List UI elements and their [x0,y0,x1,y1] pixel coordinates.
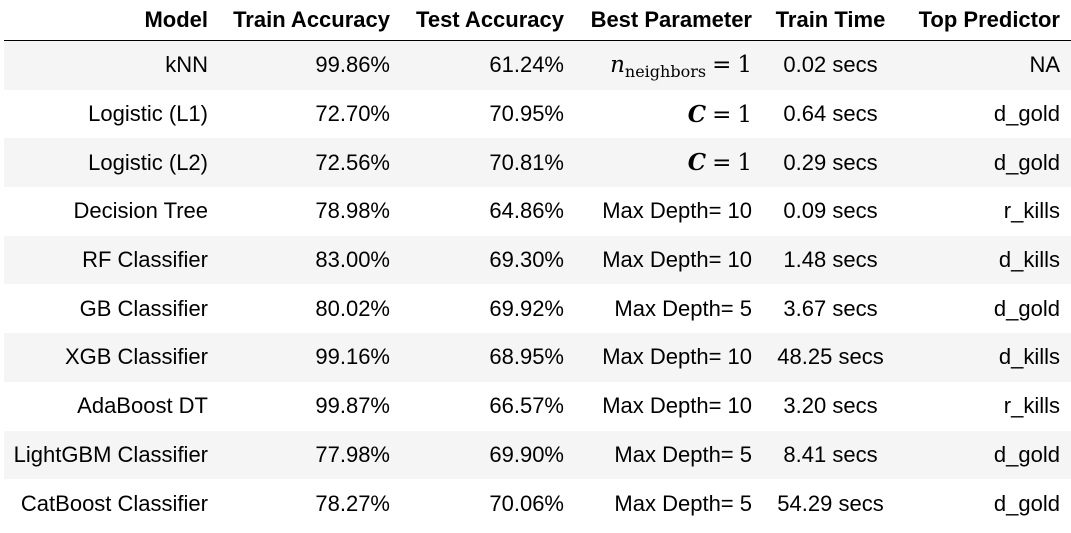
table-row: GB Classifier 80.02% 69.92% Max Depth= 5… [4,284,1071,334]
cell-test-accuracy: 66.57% [401,381,575,431]
math-value: 1 [737,150,752,177]
table-header: Model Train Accuracy Test Accuracy Best … [4,0,1071,41]
cell-top-predictor: d_gold [898,284,1071,334]
table-row: Logistic (L1) 72.70% 70.95% C = 1 0.64 sec… [4,89,1071,139]
cell-train-accuracy: 77.98% [219,430,401,480]
cell-train-time: 48.25 secs [763,333,898,382]
cell-model: CatBoost Classifier [4,479,219,528]
cell-train-accuracy: 80.02% [219,284,401,334]
math-subscript: neighbors [624,62,707,82]
cell-test-accuracy: 68.95% [401,333,575,382]
cell-train-time: 8.41 secs [763,430,898,480]
cell-train-time: 3.67 secs [763,284,898,334]
cell-model: Decision Tree [4,187,219,236]
table-row: Logistic (L2) 72.56% 70.81% C = 1 0.29 sec… [4,138,1071,188]
table-row: Decision Tree 78.98% 64.86% Max Depth= 1… [4,187,1071,236]
cell-train-accuracy: 78.27% [219,479,401,528]
cell-best-parameter: Max Depth= 10 [575,235,763,285]
header-top-predictor: Top Predictor [898,0,1071,41]
math-expression: C = 1 [687,149,752,177]
cell-best-parameter: Max Depth= 5 [575,479,763,528]
cell-train-accuracy: 83.00% [219,235,401,285]
cell-best-parameter: C = 1 [575,138,763,188]
cell-best-parameter: Max Depth= 10 [575,381,763,431]
cell-top-predictor: r_kills [898,187,1071,236]
cell-top-predictor: d_kills [898,235,1071,285]
math-value: 1 [737,52,752,79]
cell-test-accuracy: 69.30% [401,235,575,285]
math-expression: C = 1 [687,100,752,128]
table-row: AdaBoost DT 99.87% 66.57% Max Depth= 10 … [4,381,1071,431]
cell-train-time: 1.48 secs [763,235,898,285]
cell-train-accuracy: 72.70% [219,89,401,139]
cell-train-accuracy: 99.87% [219,381,401,431]
cell-model: RF Classifier [4,235,219,285]
cell-train-time: 0.09 secs [763,187,898,236]
cell-test-accuracy: 70.95% [401,89,575,139]
cell-top-predictor: d_gold [898,89,1071,139]
math-equals: = [712,101,732,128]
cell-top-predictor: d_gold [898,479,1071,528]
math-variable: C [687,149,707,177]
cell-best-parameter: Max Depth= 5 [575,430,763,480]
cell-train-accuracy: 78.98% [219,187,401,236]
cell-best-parameter: nneighbors = 1 [575,40,763,90]
header-train-accuracy: Train Accuracy [219,0,401,41]
cell-top-predictor: d_gold [898,430,1071,480]
cell-model: XGB Classifier [4,333,219,382]
cell-best-parameter: Max Depth= 10 [575,333,763,382]
header-row: Model Train Accuracy Test Accuracy Best … [4,0,1071,41]
header-model: Model [4,0,219,41]
cell-test-accuracy: 70.06% [401,479,575,528]
cell-best-parameter: C = 1 [575,89,763,139]
table-body: kNN 99.86% 61.24% nneighbors = 1 0.02 secs… [4,40,1071,528]
math-value: 1 [737,101,752,128]
cell-test-accuracy: 69.92% [401,284,575,334]
cell-model: Logistic (L2) [4,138,219,188]
cell-top-predictor: NA [898,40,1071,90]
cell-train-accuracy: 99.16% [219,333,401,382]
results-table: Model Train Accuracy Test Accuracy Best … [4,0,1071,528]
cell-model: AdaBoost DT [4,381,219,431]
cell-test-accuracy: 69.90% [401,430,575,480]
cell-train-time: 54.29 secs [763,479,898,528]
header-train-time: Train Time [763,0,898,41]
cell-model: LightGBM Classifier [4,430,219,480]
math-equals: = [712,150,732,177]
cell-model: kNN [4,40,219,90]
header-test-accuracy: Test Accuracy [401,0,575,41]
cell-test-accuracy: 61.24% [401,40,575,90]
math-variable: n [610,52,625,79]
cell-train-accuracy: 99.86% [219,40,401,90]
cell-model: GB Classifier [4,284,219,334]
cell-top-predictor: d_gold [898,138,1071,188]
header-best-parameter: Best Parameter [575,0,763,41]
cell-train-time: 3.20 secs [763,381,898,431]
math-expression: nneighbors = 1 [610,52,752,82]
cell-top-predictor: r_kills [898,381,1071,431]
cell-test-accuracy: 70.81% [401,138,575,188]
table-row: XGB Classifier 99.16% 68.95% Max Depth= … [4,333,1071,382]
table-row: CatBoost Classifier 78.27% 70.06% Max De… [4,479,1071,528]
table-row: kNN 99.86% 61.24% nneighbors = 1 0.02 secs… [4,40,1071,90]
cell-train-time: 0.64 secs [763,89,898,139]
cell-train-accuracy: 72.56% [219,138,401,188]
cell-train-time: 0.29 secs [763,138,898,188]
cell-test-accuracy: 64.86% [401,187,575,236]
cell-top-predictor: d_kills [898,333,1071,382]
table-row: LightGBM Classifier 77.98% 69.90% Max De… [4,430,1071,480]
cell-best-parameter: Max Depth= 10 [575,187,763,236]
math-variable: C [687,100,707,128]
cell-train-time: 0.02 secs [763,40,898,90]
math-equals: = [712,52,732,79]
table-row: RF Classifier 83.00% 69.30% Max Depth= 1… [4,235,1071,285]
cell-best-parameter: Max Depth= 5 [575,284,763,334]
cell-model: Logistic (L1) [4,89,219,139]
